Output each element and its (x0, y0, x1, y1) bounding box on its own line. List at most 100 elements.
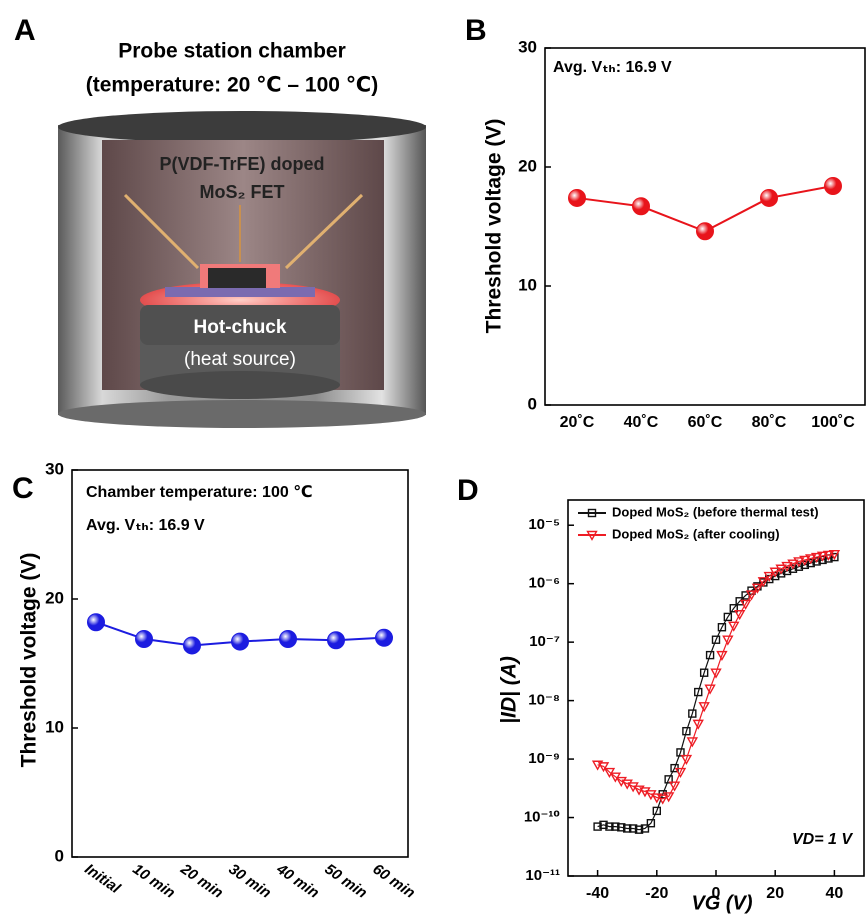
point (760, 188, 778, 207)
point (686, 737, 699, 748)
y-tick-label: 20 (45, 588, 64, 607)
point (597, 762, 610, 773)
x-axis-label: VG (V) (691, 892, 752, 914)
point (729, 604, 738, 613)
device-label: P(VDF-TrFE) doped (160, 154, 325, 174)
legend-marker (586, 530, 598, 541)
chuck-label: (heat source) (184, 349, 296, 370)
point (782, 566, 792, 576)
channel (208, 268, 266, 288)
point (745, 590, 758, 601)
x-tick-label: 10 min (129, 861, 178, 902)
point (674, 767, 687, 778)
panel-label: D (457, 474, 479, 507)
point (775, 564, 787, 575)
x-tick-label: 0 (712, 885, 721, 902)
point (680, 754, 693, 766)
y-tick-label: 10 (45, 717, 64, 736)
y-tick-label: 10 (518, 275, 537, 294)
y-tick-label: 10⁻⁵ (528, 516, 560, 533)
point (739, 599, 752, 610)
point (757, 577, 770, 588)
point (692, 719, 704, 730)
point (733, 610, 746, 621)
point (632, 197, 650, 216)
point (781, 561, 793, 573)
point (646, 819, 656, 828)
y-tick-label: 10⁻⁹ (528, 750, 560, 767)
x-tick-label: Initial (81, 861, 124, 898)
x-tick-label: 40˚C (624, 414, 659, 431)
x-tick-label: 60˚C (688, 414, 723, 431)
point (694, 687, 703, 697)
y-tick-label: 10⁻¹⁰ (524, 809, 560, 826)
x-tick-label: 100˚C (811, 414, 855, 431)
point (806, 558, 815, 568)
x-tick-label: 20˚C (560, 414, 595, 431)
point (828, 549, 841, 561)
point (751, 583, 764, 594)
substrate (165, 287, 315, 297)
probe (284, 193, 364, 270)
panel-label: B (465, 14, 487, 47)
point (769, 567, 781, 578)
title: Probe station chamber (118, 40, 346, 63)
series-line (597, 556, 835, 831)
panel-label: C (12, 472, 34, 505)
point (816, 551, 829, 562)
x-tick-label: 60 min (369, 861, 418, 902)
point (279, 629, 297, 648)
point (800, 560, 809, 570)
point (611, 822, 620, 831)
point (717, 623, 727, 632)
y-tick-label: 30 (518, 37, 537, 56)
y-tick-label: 0 (528, 394, 537, 413)
chuck-top (140, 305, 340, 345)
chuck-base (140, 371, 340, 399)
point (183, 636, 201, 655)
point (688, 709, 697, 718)
point (652, 806, 661, 816)
point (640, 824, 650, 833)
point (628, 824, 638, 833)
point (787, 559, 799, 570)
point (135, 629, 153, 648)
x-tick-label: 20 (766, 885, 784, 902)
point (231, 632, 249, 651)
point (735, 597, 744, 606)
annotation: VD= 1 V (792, 831, 853, 848)
point (799, 555, 811, 566)
x-tick-label: -20 (645, 885, 668, 902)
point (728, 621, 740, 632)
chuck-label: Hot-chuck (194, 317, 287, 338)
point (704, 684, 716, 695)
point (710, 668, 722, 679)
y-tick-label: 10⁻¹¹ (525, 867, 560, 884)
point (605, 822, 614, 831)
x-tick-label: 50 min (321, 861, 370, 902)
point (776, 569, 786, 578)
y-axis-label: Threshold voltage (V) (18, 553, 41, 768)
x-tick-label: 30 min (225, 861, 274, 902)
x-tick-label: -40 (586, 885, 609, 902)
point (664, 775, 673, 784)
chamber-rim (58, 111, 426, 143)
point (327, 631, 345, 650)
y-axis-label: Threshold voltage (V) (483, 119, 506, 334)
point (617, 823, 626, 832)
device-label: MoS₂ FET (200, 182, 285, 202)
point (822, 550, 835, 561)
legend-marker (587, 508, 597, 518)
point (723, 612, 733, 622)
point (676, 748, 685, 757)
point (788, 564, 798, 573)
point (375, 628, 393, 647)
point (634, 825, 644, 834)
panel-label: A (14, 14, 36, 47)
point (810, 552, 823, 564)
point (696, 222, 714, 241)
point (830, 552, 839, 562)
point (699, 668, 709, 677)
y-tick-label: 30 (45, 459, 64, 478)
